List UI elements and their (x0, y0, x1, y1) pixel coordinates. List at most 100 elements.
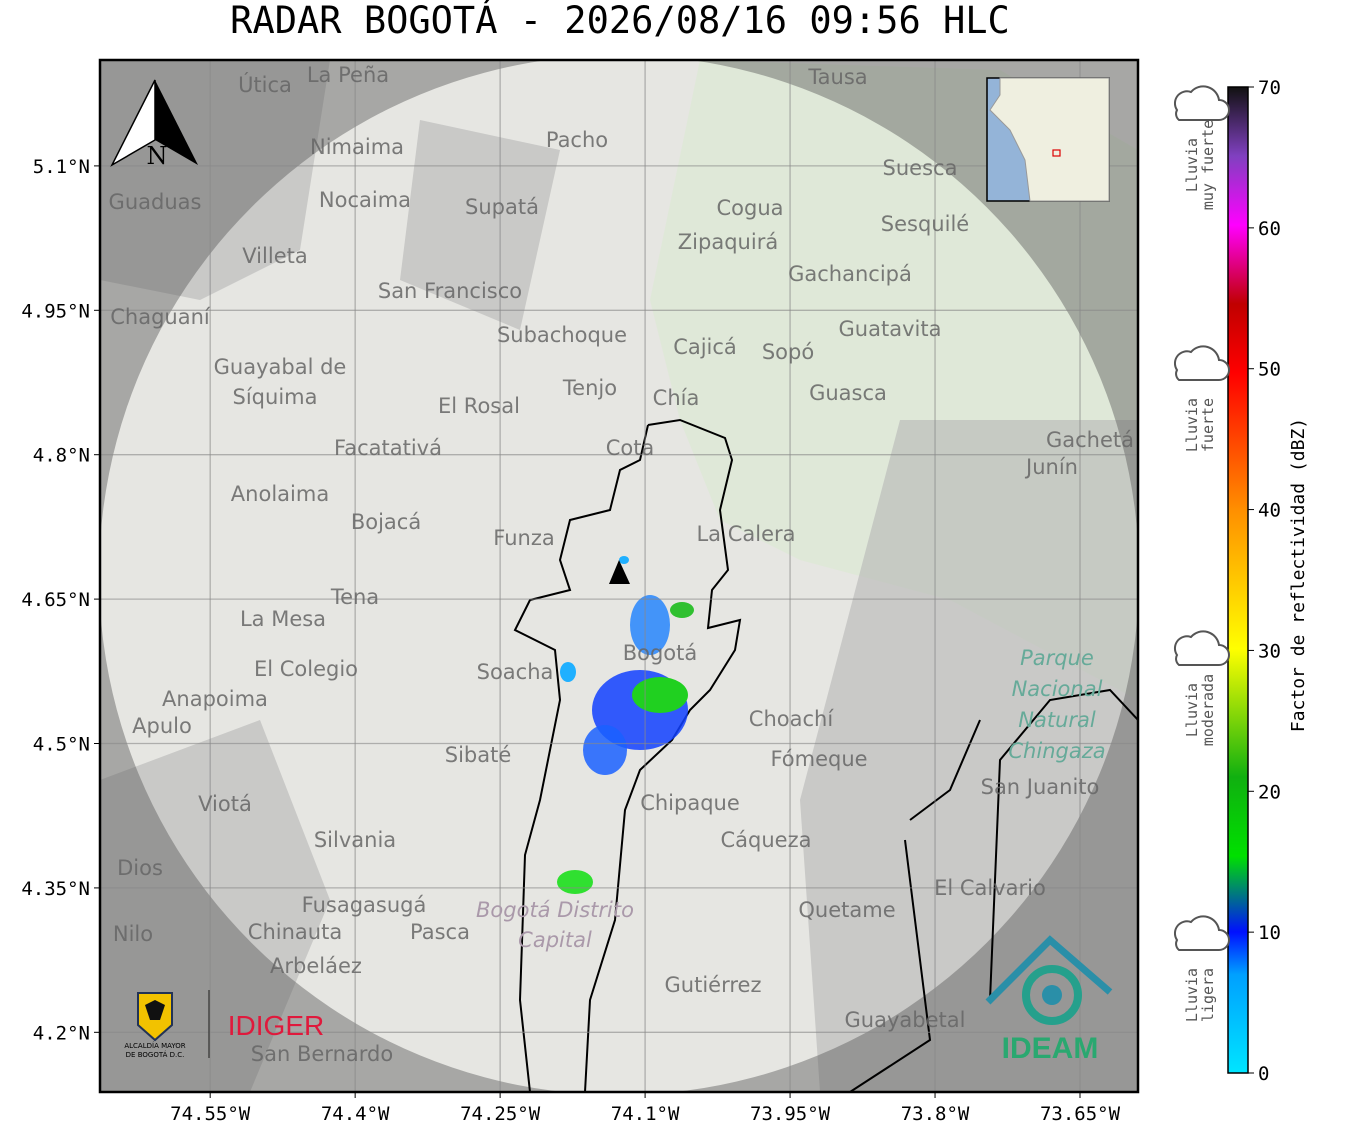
x-tick-label: 74.1°W (611, 1103, 680, 1125)
rain-label: Lluvia (1183, 398, 1201, 452)
x-tick-label: 73.95°W (750, 1103, 831, 1125)
place-label: Bogotá (623, 641, 698, 665)
place-label: Anapoima (162, 687, 268, 711)
cloud-icon (1174, 630, 1230, 666)
park-label: Natural (1018, 708, 1096, 732)
place-label: Subachoque (497, 323, 627, 347)
place-label: Apulo (132, 714, 192, 738)
place-label: Guasca (809, 381, 887, 405)
grid (100, 60, 1138, 1092)
y-tick-label: 4.8°N (33, 445, 90, 467)
place-label: Tenjo (562, 376, 617, 400)
colorbar-tick-label: 40 (1258, 500, 1281, 522)
rain-label: Lluvia (1183, 138, 1201, 192)
alcaldia-logo (137, 990, 210, 1058)
place-label: Gachetá (1046, 428, 1134, 452)
place-label: Silvania (314, 828, 396, 852)
rain-label: muy fuerte (1199, 120, 1217, 210)
ideam-logo: IDEAM (1002, 1032, 1099, 1065)
place-label: La Calera (696, 522, 795, 546)
place-label: Guayabal de (214, 355, 347, 379)
place-label: San Francisco (378, 279, 522, 303)
rain-label: Lluvia (1183, 683, 1201, 737)
idiger-logo: IDIGER (228, 1010, 324, 1041)
rain-label: Lluvia (1183, 968, 1201, 1022)
place-label: Útica (238, 72, 292, 97)
place-label: Tena (330, 585, 379, 609)
place-label: Guatavita (839, 317, 942, 341)
park-label: Chingaza (1008, 739, 1105, 763)
place-labels: La Peña Útica Tausa Pacho Nimaima Suesca Guadu… (109, 63, 1134, 1066)
place-label: Guayabetal (845, 1008, 966, 1032)
place-label: Junín (1024, 455, 1078, 479)
place-label: Chipaque (640, 791, 740, 815)
place-label: Zipaquirá (678, 230, 778, 254)
place-label: El Calvario (934, 876, 1046, 900)
place-label: Chaguaní (110, 305, 211, 329)
district-border (513, 418, 742, 1092)
y-tick-label: 4.95°N (21, 300, 90, 322)
district-label: Capital (518, 928, 592, 952)
north-arrow: N (110, 79, 198, 170)
place-label: San Juanito (981, 775, 1100, 799)
place-label: Fómeque (770, 747, 867, 771)
place-label: Anolaima (231, 482, 329, 506)
place-label: Cota (606, 436, 655, 460)
alcaldia-text: ALCALDÍA MAYOR (124, 1041, 185, 1050)
cloud-icon (1174, 85, 1230, 121)
district-label: Bogotá Distrito (476, 898, 634, 922)
place-label: Villeta (242, 244, 307, 268)
place-label: Cajicá (673, 335, 737, 359)
colorbar-tick-label: 30 (1258, 640, 1281, 662)
x-tick-label: 74.25°W (460, 1103, 541, 1125)
place-label: Gachancipá (788, 262, 912, 286)
place-label: Supatá (465, 195, 539, 219)
place-label: Nilo (113, 922, 153, 946)
colorbar-tick-label: 70 (1258, 77, 1281, 99)
place-label: Bojacá (351, 510, 421, 534)
cloud-icon (1174, 915, 1230, 951)
colorbar-tick-label: 10 (1258, 922, 1281, 944)
place-label: Cáqueza (721, 828, 812, 852)
place-label: Funza (493, 526, 554, 550)
plot-frame (98, 58, 1140, 1094)
place-label: Viotá (198, 792, 252, 816)
rain-label: moderada (1199, 674, 1217, 746)
colorbar (1227, 86, 1249, 1074)
north-label: N (147, 142, 168, 170)
place-label: La Mesa (240, 607, 326, 631)
place-label: Quetame (798, 898, 895, 922)
place-label: La Peña (307, 63, 389, 87)
place-label: Chía (653, 386, 700, 410)
title: RADAR BOGOTÁ - 2026/08/16 09:56 HLC (230, 0, 1010, 42)
y-tick-label: 4.2°N (33, 1022, 90, 1044)
place-label: El Rosal (438, 394, 520, 418)
ideam-icon (985, 935, 1113, 1025)
x-tick-label: 73.8°W (901, 1103, 970, 1125)
place-label: Cogua (716, 196, 783, 220)
place-label: Choachí (749, 707, 835, 731)
place-label: Sopó (762, 340, 814, 364)
place-label: Fusagasugá (302, 893, 427, 917)
place-label: Síquima (233, 385, 318, 409)
y-tick-label: 4.5°N (33, 734, 90, 756)
colorbar-label: Factor de reflectividad (dBZ) (1288, 418, 1309, 732)
place-label: Facatativá (334, 436, 442, 460)
inset-map (986, 77, 1110, 202)
place-label: Sibaté (445, 743, 512, 767)
colorbar-tick-label: 50 (1258, 359, 1281, 381)
radar-site (609, 560, 630, 584)
colorbar-tick-label: 0 (1258, 1063, 1269, 1085)
place-label: Suesca (883, 156, 958, 180)
place-label: Dios (117, 856, 163, 880)
regions (100, 60, 1138, 1092)
y-tick-label: 4.65°N (21, 589, 90, 611)
place-label: Nimaima (310, 135, 404, 159)
place-label: Pasca (410, 920, 470, 944)
rain-label: fuerte (1199, 398, 1217, 452)
x-tick-label: 73.65°W (1040, 1103, 1121, 1125)
cloud-icon (1174, 345, 1230, 381)
y-tick-label: 5.1°N (33, 156, 90, 178)
